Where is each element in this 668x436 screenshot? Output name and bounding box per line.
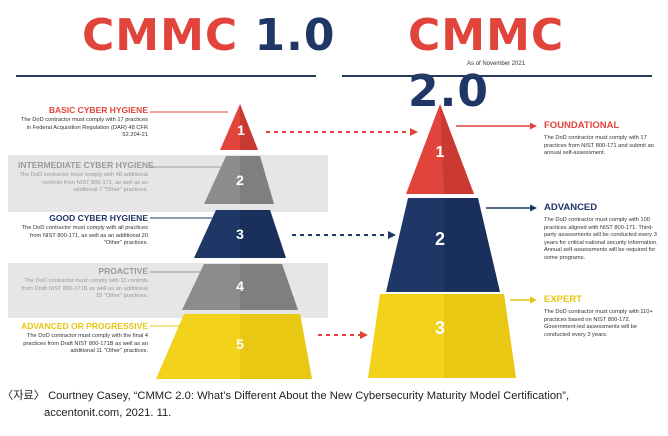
cmmc2-title: CMMC 2.0: [408, 10, 565, 117]
cmmc1-tier-2-shape: [204, 156, 274, 204]
as-of-date: As of November 2021: [467, 61, 526, 67]
cmmc1-tier-1-number: 1: [237, 122, 245, 138]
cmmc1-title: CMMC 1.0: [82, 10, 336, 61]
infographic: CMMC 1.0 CMMC 2.0 As of November 2021: [8, 4, 660, 384]
arrow-advanced-head: [530, 204, 537, 212]
connector-1-arrowhead: [410, 128, 418, 136]
cmmc1-level-5-label: ADVANCED OR PROGRESSIVE The DoD contract…: [18, 321, 148, 356]
cmmc1-tier-4-face: [240, 264, 298, 310]
cmmc2-tier-3-number: 3: [434, 318, 445, 338]
cmmc1-level-2-description: The DoD contractor must comply with 48 a…: [19, 172, 148, 193]
cmmc2-title-rule: [342, 75, 652, 77]
cmmc1-level-3-label: GOOD CYBER HYGIENE The DoD contractor mu…: [18, 213, 148, 248]
cmmc2-level-3-label: EXPERT The DoD contractor must comply wi…: [544, 294, 664, 339]
arrow-foundational-head: [530, 122, 537, 130]
cmmc2-level-1-name: FOUNDATIONAL: [544, 120, 620, 131]
cmmc1-level-4-name: PROACTIVE: [98, 266, 148, 276]
cmmc2-tier-2-number: 2: [434, 229, 445, 249]
caption-line-1: 〈자료〉 Courtney Casey, “CMMC 2.0: What’s D…: [2, 390, 570, 402]
cmmc1-tier-2-number: 2: [236, 172, 244, 188]
cmmc2-level-1-label: FOUNDATIONAL The DoD contractor must com…: [544, 120, 664, 158]
pyramids-graphic: [150, 104, 537, 379]
cmmc1-tier-2-face: [240, 156, 274, 204]
cmmc1-tier-4-shape: [182, 264, 298, 310]
cmmc2-tier-2-face: [444, 198, 500, 292]
cmmc1-level-2-label: INTERMEDIATE CYBER HYGIENE The DoD contr…: [18, 160, 154, 195]
cmmc1-level-3-description: The DoD contractor must comply with all …: [21, 225, 148, 246]
connector-3-arrowhead: [388, 231, 396, 239]
cmmc1-tier-3-number: 3: [236, 226, 244, 242]
cmmc1-level-5-description: The DoD contractor must comply with the …: [23, 333, 148, 354]
caption-line-2: accentonit.com, 2021. 11.: [44, 407, 172, 419]
cmmc2-level-2-description: The DoD contractor must comply with 100 …: [544, 217, 658, 261]
connector-5-arrowhead: [360, 331, 368, 339]
cmmc1-level-4-label: PROACTIVE The DoD contractor must comply…: [18, 266, 148, 301]
arrow-expert-head: [530, 296, 537, 304]
cmmc2-level-2-name: ADVANCED: [544, 202, 598, 213]
band-intermediate: [8, 155, 328, 212]
cmmc2-tier-1-face: [440, 104, 474, 194]
cmmc1-level-1-name: BASIC CYBER HYGIENE: [48, 105, 148, 115]
cmmc1-level-4-description: The DoD contractor must comply with 11 c…: [21, 278, 148, 299]
source-caption: 〈자료〉 Courtney Casey, “CMMC 2.0: What’s D…: [2, 388, 666, 422]
cmmc1-tier-5-number: 5: [236, 336, 244, 352]
cmmc1-level-3-name: GOOD CYBER HYGIENE: [49, 213, 148, 223]
cmmc1-level-1-label: BASIC CYBER HYGIENE The DoD contractor m…: [18, 105, 148, 140]
cmmc2-level-2-label: ADVANCED The DoD contractor must comply …: [544, 202, 664, 262]
cmmc1-tier-4-number: 4: [236, 278, 244, 294]
cmmc1-tier-1-face: [240, 104, 258, 150]
cmmc1-tier-5-face: [240, 314, 312, 379]
cmmc1-level-5-name: ADVANCED OR PROGRESSIVE: [21, 321, 148, 331]
cmmc1-title-rule: [16, 75, 316, 77]
cmmc2-tier-1-number: 1: [435, 144, 445, 161]
cmmc2-level-1-description: The DoD contractor must comply with 17 p…: [544, 135, 654, 156]
cmmc2-level-3-description: The DoD contractor must comply with 110+…: [544, 309, 653, 338]
cmmc1-level-1-description: The DoD contractor must comply with 17 p…: [20, 117, 148, 138]
cmmc1-tier-3-face: [240, 210, 286, 258]
cmmc2-tier-3-face: [444, 294, 516, 378]
cmmc1-level-2-name: INTERMEDIATE CYBER HYGIENE: [18, 160, 154, 170]
cmmc2-level-3-name: EXPERT: [544, 294, 583, 305]
